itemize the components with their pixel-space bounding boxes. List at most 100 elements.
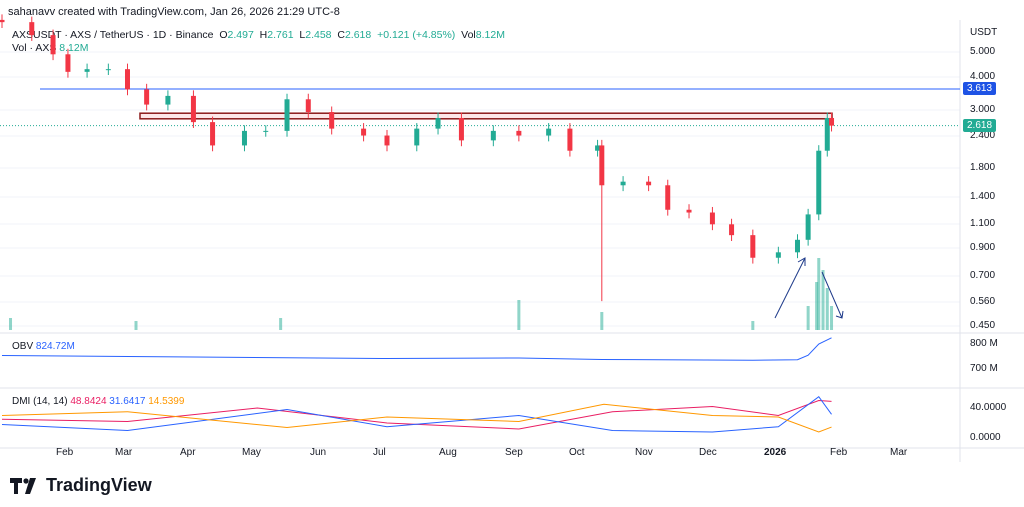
dmi-legend: DMI (14, 14) 48.8424 31.6417 14.5399 (12, 396, 184, 407)
candle (435, 117, 441, 129)
volume-bar (517, 300, 521, 330)
obv-line (1, 337, 832, 361)
volume-label: Vol · AXS (12, 42, 57, 54)
time-tick-label: Oct (569, 447, 585, 458)
plus-di-value: 31.6417 (109, 396, 146, 407)
time-tick-label: Jun (310, 447, 327, 458)
time-tick-label: Aug (439, 447, 457, 458)
candle (775, 252, 781, 258)
candle (646, 181, 652, 186)
time-tick-label: Dec (699, 447, 717, 458)
close-value: 2.618 (344, 29, 372, 41)
candle (516, 130, 522, 136)
volume-bar (751, 321, 755, 330)
high-label: H (259, 29, 268, 41)
time-tick-label: Feb (56, 447, 74, 458)
price-tick-label: 0.900 (970, 242, 996, 253)
low-value: 2.458 (305, 29, 332, 41)
time-tick-label: Jul (373, 447, 386, 458)
candle (546, 128, 552, 136)
candle (805, 214, 811, 240)
volume-bar (279, 318, 283, 330)
symbol-legend: AXSUSDT · AXS / TetherUS · 1D · Binance … (12, 29, 505, 41)
credit-text: sahanavv created with TradingView.com, J… (8, 6, 340, 18)
candle (361, 128, 367, 136)
vol-label: Vol (461, 29, 476, 41)
candle (124, 69, 130, 90)
price-tick-label: 0.450 (970, 320, 996, 331)
candle (65, 54, 71, 72)
price-tick-label: 1.800 (970, 162, 996, 173)
price-tick-label: 2.400 (970, 130, 996, 141)
volume-value: 8.12M (59, 42, 89, 54)
open-value: 2.497 (227, 29, 254, 41)
candle (709, 212, 715, 225)
candle (595, 145, 601, 151)
volume-bar (806, 306, 810, 330)
candle (729, 224, 735, 236)
obv-tick-label: 700 M (970, 363, 998, 374)
candle (0, 19, 5, 23)
obv-tick-label: 800 M (970, 338, 998, 349)
resistance-zone (139, 112, 833, 120)
last-price-tag: 2.618 (963, 118, 997, 132)
obv-legend: OBV 824.72M (12, 341, 75, 352)
price-tick-label: 0.560 (970, 296, 996, 307)
candle (567, 128, 573, 151)
candle (384, 135, 390, 146)
candle (824, 117, 830, 151)
candle (144, 89, 150, 105)
candle (190, 95, 196, 123)
symbol-name[interactable]: AXSUSDT · AXS / TetherUS · 1D · Binance (12, 29, 214, 41)
dmi-line-di (1, 403, 832, 433)
price-chart[interactable] (0, 0, 1024, 470)
candle (305, 99, 311, 113)
time-tick-label: Apr (180, 447, 196, 458)
time-tick-label: Feb (830, 447, 848, 458)
price-tick-label: 1.100 (970, 218, 996, 229)
volume-bar (825, 288, 829, 330)
candle (750, 235, 756, 258)
time-tick-label: Mar (115, 447, 133, 458)
arrow-down-annotation (821, 271, 844, 319)
tradingview-logo-icon (10, 477, 36, 494)
candle (665, 185, 671, 210)
volume-bar (821, 270, 825, 330)
dmi-label: DMI (14, 14) (12, 396, 68, 407)
close-label: C (337, 29, 345, 41)
adx-value: 48.8424 (70, 396, 107, 407)
candle (29, 22, 35, 36)
candle (165, 95, 171, 105)
candle (620, 181, 626, 186)
obv-label: OBV (12, 341, 34, 352)
time-tick-label: 2026 (764, 447, 787, 458)
volume-bar (600, 312, 604, 330)
candle (490, 130, 496, 141)
candle (263, 130, 269, 132)
time-tick-label: Sep (505, 447, 523, 458)
tradingview-logo[interactable]: TradingView (10, 475, 152, 496)
candle (241, 130, 247, 146)
candle (210, 122, 216, 146)
vol-value: 8.12M (475, 29, 505, 41)
high-value: 2.761 (267, 29, 294, 41)
dmi-tick-label: 0.0000 (970, 432, 1001, 443)
minus-di-value: 14.5399 (148, 396, 185, 407)
change-value: +0.121 (+4.85%) (377, 29, 456, 41)
arrow-up-annotation (774, 257, 806, 319)
obv-value: 824.72M (35, 341, 75, 352)
candle (599, 145, 605, 186)
time-tick-label: Nov (635, 447, 653, 458)
dmi-line-adx (1, 399, 832, 430)
candle (686, 209, 692, 213)
candle (794, 239, 800, 253)
price-tick-label: 5.000 (970, 46, 996, 57)
candle (458, 117, 464, 141)
volume-legend: Vol · AXS 8.12M (12, 42, 88, 54)
candle (284, 99, 290, 131)
volume-bar (817, 258, 821, 330)
price-tick-label: 0.700 (970, 270, 996, 281)
price-tick-label: 1.400 (970, 191, 996, 202)
candle (50, 35, 56, 55)
